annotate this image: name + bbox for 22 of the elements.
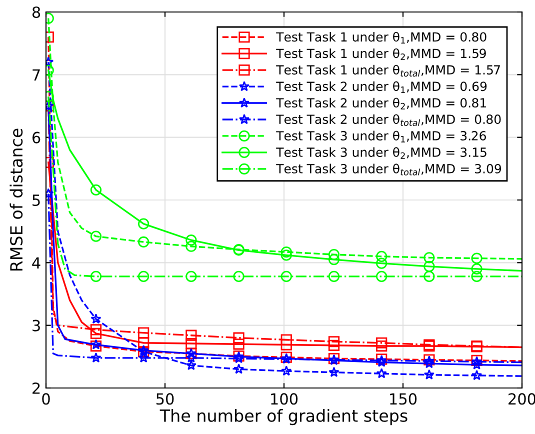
y-tick-label: 3: [32, 320, 40, 332]
legend-label: Test Task 1 under θ$_{1}$,MMD = 0.80: [276, 32, 486, 44]
legend-label: Test Task 2 under θ$_{total}$,MMD = 0.80: [276, 114, 501, 126]
y-axis-title: RMSE of distance: [10, 128, 23, 271]
y-tick-label: 6: [32, 132, 40, 144]
x-axis-title: The number of gradient steps: [160, 409, 408, 426]
legend-label: Test Task 2 under θ$_{1}$,MMD = 0.69: [276, 81, 487, 93]
x-tick-label: 150: [390, 393, 417, 405]
y-tick-label: 4: [32, 257, 40, 268]
x-tick-label: 100: [271, 393, 298, 405]
legend-label: Test Task 1 under θ$_{total}$,MMD = 1.57: [276, 64, 500, 77]
legend-label: Test Task 1 under θ$_{2}$,MMD = 1.59: [276, 48, 486, 60]
x-tick-label: 50: [156, 393, 174, 405]
y-tick-label: 2: [32, 382, 40, 394]
x-tick-label: 0: [42, 393, 50, 405]
legend-label: Test Task 3 under θ$_{1}$,MMD = 3.26: [276, 130, 486, 142]
y-tick-label: 5: [32, 194, 40, 206]
legend-label: Test Task 3 under θ$_{total}$,MMD = 3.09: [276, 164, 502, 176]
y-tick-label: 7: [32, 69, 40, 80]
y-tick-label: 8: [32, 6, 40, 18]
legend-label: Test Task 3 under θ$_{2}$,MMD = 3.15: [276, 147, 486, 159]
legend-label: Test Task 2 under θ$_{2}$,MMD = 0.81: [276, 98, 486, 110]
